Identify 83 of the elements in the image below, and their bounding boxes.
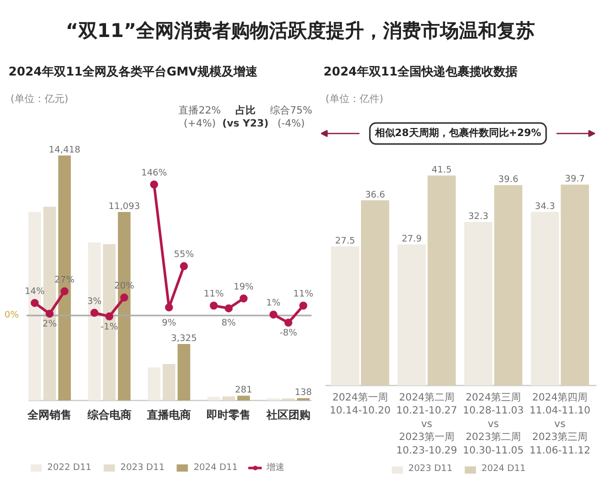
point	[210, 302, 218, 310]
data-label: 19%	[234, 282, 254, 292]
point	[120, 294, 128, 302]
x-tick-label: 2024第四周 11.04-11.10 vs 2023第三周 11.06-11.12	[529, 392, 590, 456]
data-label: 55%	[174, 250, 194, 260]
bar	[428, 176, 456, 386]
text: (单位：亿件)	[326, 93, 384, 105]
bar	[560, 184, 589, 386]
x-tick-label: 2024第一周 10.14-10.20	[330, 392, 391, 417]
data-label: 41.5	[432, 166, 452, 176]
point	[224, 304, 233, 312]
point	[105, 312, 114, 320]
legend-label: 2024 D11	[482, 464, 526, 474]
x-tick-label: 2024第二周 10.21-10.27 vs 2023第一周 10.23-10.29	[396, 392, 458, 456]
legend-label: 2023 D11	[408, 464, 452, 474]
point	[180, 262, 188, 270]
point	[240, 294, 248, 302]
chart-title: 2024年双11全网及各类平台GMV规模及增速	[8, 64, 259, 78]
x-tick-label: 即时零售	[206, 408, 251, 422]
bar	[494, 185, 522, 386]
data-label: 11%	[293, 290, 314, 300]
point	[284, 318, 292, 327]
data-label: 2%	[42, 320, 58, 330]
data-label: 146%	[141, 168, 168, 178]
data-label: 3,325	[171, 334, 197, 344]
point	[299, 302, 308, 310]
data-label: 36.6	[365, 190, 386, 200]
point	[60, 287, 69, 296]
point	[46, 310, 54, 318]
bar	[148, 367, 160, 400]
data-label: 11,093	[108, 202, 140, 212]
bar	[222, 396, 235, 400]
x-tick-label: 社区团购	[265, 408, 310, 422]
text: 占比 (vs Y23)	[222, 104, 269, 130]
ref-line-label: 0%	[4, 310, 20, 320]
data-label: 11%	[204, 290, 224, 300]
x-tick-label: 全网销售	[26, 408, 72, 422]
point	[150, 180, 158, 188]
bar	[398, 244, 426, 386]
point	[30, 298, 39, 307]
bar	[43, 206, 56, 400]
bar	[88, 242, 101, 400]
chart-title: 2024年双11全国快递包裹揽收数据	[324, 64, 518, 78]
data-label: 34.3	[534, 202, 555, 212]
data-label: 3%	[87, 296, 102, 307]
text: 相似28天周期，包裹件数同比+29%	[374, 127, 542, 139]
point	[269, 310, 278, 319]
data-label: 27.9	[402, 234, 422, 244]
legend-label: 2024 D11	[194, 462, 238, 472]
x-tick-label: 2024第三周 10.28-11.03 vs 2023第二周 10.30-11.05	[462, 392, 524, 456]
data-label: 14%	[24, 286, 46, 297]
data-label: 138	[294, 388, 312, 398]
bar	[530, 212, 559, 386]
legend-label: 2022 D11	[47, 462, 92, 472]
bar	[361, 200, 390, 386]
legend-label: 2023 D11	[120, 462, 165, 472]
data-label: 14,418	[48, 146, 81, 156]
data-label: 27.5	[335, 236, 356, 246]
text: “双11”全网消费者购物活跃度提升，消费市场温和复苏	[66, 20, 536, 42]
data-label: 32.3	[468, 212, 488, 222]
bar	[464, 222, 492, 386]
data-label: 281	[235, 386, 252, 396]
bar	[162, 364, 176, 400]
bar	[178, 344, 190, 400]
bar	[207, 396, 220, 400]
data-label: 9%	[162, 318, 177, 328]
x-tick-label: 直播电商	[146, 408, 191, 422]
text: (单位：亿元)	[10, 93, 68, 105]
text: 直播22% (+4%)	[178, 104, 221, 130]
data-label: 39.7	[564, 174, 585, 185]
bar	[103, 244, 116, 400]
data-label: 39.6	[498, 175, 519, 186]
bar	[237, 396, 250, 400]
data-label: -1%	[100, 322, 119, 332]
point	[165, 303, 173, 312]
data-label: -8%	[280, 328, 298, 339]
x-tick-label: 综合电商	[86, 408, 132, 422]
text: 综合75% (-4%)	[270, 104, 312, 130]
legend-label: 增速	[266, 462, 286, 474]
data-label: 1%	[266, 298, 282, 309]
data-label: 8%	[222, 318, 236, 328]
point	[90, 308, 98, 317]
bar	[331, 246, 360, 386]
